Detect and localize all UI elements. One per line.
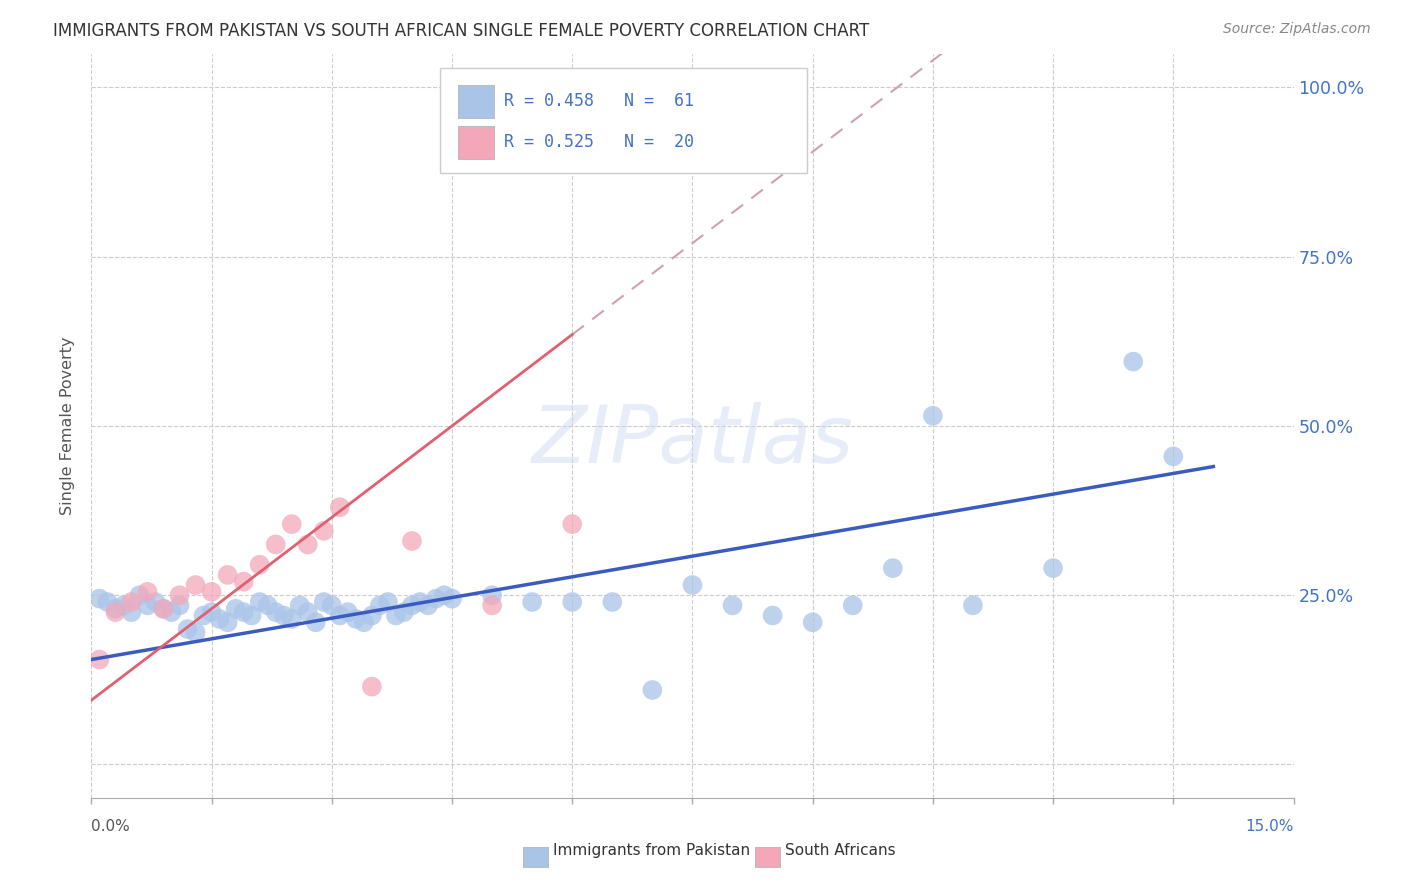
Point xyxy=(145,595,167,609)
Point xyxy=(962,599,984,613)
Point xyxy=(256,599,278,613)
Point xyxy=(184,625,207,640)
Point xyxy=(721,599,744,613)
Point xyxy=(305,615,328,630)
Point xyxy=(360,608,382,623)
Point xyxy=(377,595,399,609)
Point xyxy=(440,591,463,606)
Text: Immigrants from Pakistan: Immigrants from Pakistan xyxy=(553,843,749,858)
Point xyxy=(225,601,247,615)
Point xyxy=(329,608,352,623)
Point xyxy=(217,568,239,582)
Point xyxy=(201,605,224,619)
Point xyxy=(281,612,304,626)
Point xyxy=(401,599,423,613)
Point xyxy=(273,608,295,623)
Point xyxy=(416,599,439,613)
Point xyxy=(336,605,359,619)
Text: R = 0.458   N =  61: R = 0.458 N = 61 xyxy=(503,92,693,111)
Point xyxy=(152,601,174,615)
Point xyxy=(112,599,135,613)
Point xyxy=(104,601,127,615)
Point xyxy=(240,608,263,623)
Point xyxy=(762,608,785,623)
Point xyxy=(368,599,391,613)
Point xyxy=(353,615,375,630)
Point xyxy=(169,599,191,613)
Text: 15.0%: 15.0% xyxy=(1246,820,1294,834)
Point xyxy=(281,517,304,532)
Point xyxy=(176,622,198,636)
Point xyxy=(152,601,174,615)
Text: ZIPatlas: ZIPatlas xyxy=(531,401,853,480)
Point xyxy=(481,599,503,613)
Point xyxy=(360,680,382,694)
Point xyxy=(136,599,159,613)
Point xyxy=(1122,354,1144,368)
Point xyxy=(288,599,311,613)
Point xyxy=(433,588,456,602)
Point xyxy=(201,584,224,599)
Point xyxy=(392,605,415,619)
Point xyxy=(96,595,118,609)
Point xyxy=(882,561,904,575)
Point xyxy=(297,605,319,619)
Point xyxy=(104,605,127,619)
FancyBboxPatch shape xyxy=(458,85,494,119)
Point xyxy=(89,591,111,606)
Text: IMMIGRANTS FROM PAKISTAN VS SOUTH AFRICAN SINGLE FEMALE POVERTY CORRELATION CHAR: IMMIGRANTS FROM PAKISTAN VS SOUTH AFRICA… xyxy=(53,22,870,40)
Point xyxy=(136,584,159,599)
Point xyxy=(344,612,367,626)
Point xyxy=(321,599,343,613)
Text: R = 0.525   N =  20: R = 0.525 N = 20 xyxy=(503,133,693,151)
Point xyxy=(561,595,583,609)
Point xyxy=(409,595,432,609)
FancyBboxPatch shape xyxy=(440,69,807,173)
Text: Source: ZipAtlas.com: Source: ZipAtlas.com xyxy=(1223,22,1371,37)
Point xyxy=(264,537,287,551)
FancyBboxPatch shape xyxy=(458,126,494,160)
Point xyxy=(481,588,503,602)
Point xyxy=(89,652,111,666)
Point xyxy=(169,588,191,602)
Point xyxy=(297,537,319,551)
Point xyxy=(602,595,624,609)
Point xyxy=(801,615,824,630)
Point xyxy=(641,683,664,698)
Point xyxy=(1163,450,1185,464)
Point xyxy=(184,578,207,592)
Point xyxy=(121,595,143,609)
Point xyxy=(922,409,945,423)
Point xyxy=(385,608,408,623)
Point xyxy=(249,595,271,609)
Point xyxy=(841,599,863,613)
Point xyxy=(121,605,143,619)
Point xyxy=(681,578,703,592)
Point xyxy=(128,588,150,602)
Point xyxy=(232,574,254,589)
Point xyxy=(425,591,447,606)
Point xyxy=(401,534,423,549)
Y-axis label: Single Female Poverty: Single Female Poverty xyxy=(60,336,76,516)
Text: South Africans: South Africans xyxy=(785,843,896,858)
Point xyxy=(232,605,254,619)
Point xyxy=(160,605,183,619)
Point xyxy=(208,612,231,626)
Point xyxy=(522,595,544,609)
Point xyxy=(1042,561,1064,575)
Text: 0.0%: 0.0% xyxy=(91,820,131,834)
Point xyxy=(193,608,215,623)
Point xyxy=(561,517,583,532)
Point xyxy=(312,524,335,538)
Point xyxy=(249,558,271,572)
Point xyxy=(329,500,352,515)
Point xyxy=(312,595,335,609)
Point xyxy=(264,605,287,619)
Point xyxy=(217,615,239,630)
